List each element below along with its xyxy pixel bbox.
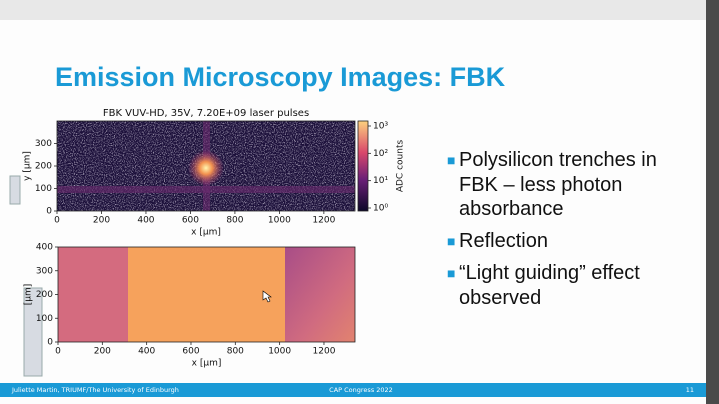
y-tick-label: 300 [35,139,52,149]
colorbar-tick-label: 10¹ [373,176,388,186]
colorbar-label: ADC counts [396,140,406,193]
colorbar-frame [357,120,369,212]
bullet: ■ Polysilicon trenches in FBK – less phot… [447,148,697,222]
footer-event: CAP Congress 2022 [329,386,393,394]
colorbar [358,121,368,211]
x-tick-label: 800 [226,216,243,226]
y-tick-label: 100 [36,314,53,324]
y-tick-label: 300 [36,266,53,276]
colorbar-tick-label: 10⁰ [373,204,388,214]
footer-page: 11 [686,386,694,394]
colorbar-tick-label: 10² [373,149,388,159]
x-tick-label: 600 [182,347,199,357]
x-tick-label: 1000 [268,216,291,226]
bullet-text: “Light guiding” effect observed [459,262,640,309]
x-tick-label: 400 [138,347,155,357]
colorbar-tick-label: 10³ [373,122,388,132]
y-tick-label: 0 [47,338,53,348]
bullet-text: Reflection [459,230,548,252]
plot-title: FBK VUV-HD, 35V, 7.20E+09 laser pulses [103,108,309,119]
y-tick-label: 400 [36,243,53,253]
reflection-image [58,247,355,342]
x-axis-label: x [μm] [191,228,221,238]
x-tick-label: 1000 [268,347,291,357]
x-tick-label: 200 [93,216,110,226]
x-tick-label: 200 [94,347,111,357]
bullet: ■ “Light guiding” effect observed [447,261,697,310]
slide-title: Emission Microscopy Images: FBK [55,62,506,92]
y-tick-label: 0 [46,207,52,217]
x-tick-label: 1200 [313,347,336,357]
y-tick-label: 100 [35,184,52,194]
bullet: ■ Reflection [447,230,548,252]
x-tick-label: 800 [227,347,244,357]
x-tick-label: 0 [55,347,61,357]
toolbar-overlay [23,287,43,377]
x-tick-label: 1200 [312,216,335,226]
x-tick-label: 0 [54,216,60,226]
y-axis-label: y [μm] [23,151,33,181]
y-tick-label: 200 [35,162,52,172]
footer-bar [0,383,706,397]
top-band [0,0,706,20]
bullet-text: Polysilicon trenches in FBK – less photo… [459,149,657,220]
emission-image [57,121,355,211]
footer-author: Juliette Martin, TRIUMF/The University o… [11,386,179,394]
y-tick-label: 200 [36,290,53,300]
side-handle [9,175,21,205]
x-tick-label: 600 [182,216,199,226]
y-axis-label: [μm] [24,284,34,306]
x-axis-label: x [μm] [192,359,222,369]
x-tick-label: 400 [137,216,154,226]
